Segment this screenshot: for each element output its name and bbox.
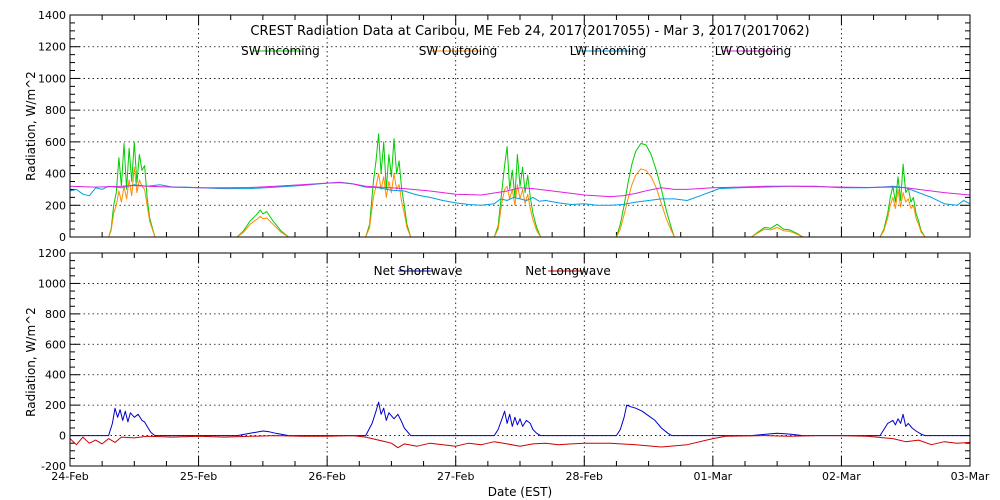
bottom-panel: -200 0 200 400 600 800 1000 1200 24-Feb 25-Feb 26-…	[38, 247, 990, 483]
x-tick-label: 27-Feb	[437, 470, 474, 483]
legend-label: LW Incoming	[570, 44, 647, 58]
y-tick-label: 1400	[38, 9, 66, 22]
legend-label: Net Longwave	[525, 264, 611, 278]
series-line-sw-outgoing	[70, 166, 970, 238]
legend-label: LW Outgoing	[715, 44, 792, 58]
x-tick-label: 01-Mar	[693, 470, 732, 483]
y-tick-label: 400	[45, 168, 66, 181]
x-tick-label: 28-Feb	[566, 470, 603, 483]
legend-label: Net Shortwave	[374, 264, 463, 278]
top-y-axis-label: Radiation, W/m^2	[24, 71, 38, 181]
x-tick-label: 02-Mar	[822, 470, 861, 483]
series-line-net-longwave	[69, 435, 971, 449]
x-axis-label: Date (EST)	[488, 485, 552, 499]
y-tick-label: 200	[45, 399, 66, 412]
x-tick-label: 24-Feb	[51, 470, 88, 483]
y-tick-label: 600	[45, 136, 66, 149]
series-line-sw-incoming	[70, 133, 970, 238]
x-tick-label: 25-Feb	[180, 470, 217, 483]
y-tick-label: 600	[45, 338, 66, 351]
y-tick-label: 400	[45, 369, 66, 382]
legend-label: SW Outgoing	[419, 44, 498, 58]
x-tick-label: 26-Feb	[308, 470, 345, 483]
chart-title: CREST Radiation Data at Caribou, ME Feb …	[250, 24, 809, 39]
x-tick-label: 03-Mar	[951, 470, 990, 483]
y-tick-label: 800	[45, 104, 66, 117]
y-tick-label: 0	[59, 430, 66, 443]
y-tick-label: 1200	[38, 41, 66, 54]
series-line-lw-outgoing	[69, 182, 971, 198]
y-tick-label: -200	[41, 460, 66, 473]
top-panel: 0 200 400 600 800 1000 1200 1400 SW Incoming SW O…	[38, 9, 971, 244]
y-tick-label: 0	[59, 231, 66, 244]
plot-frame	[69, 252, 971, 467]
series-line-net-shortwave	[70, 401, 970, 437]
y-tick-label: 800	[45, 308, 66, 321]
y-tick-label: 1200	[38, 247, 66, 260]
plot-frame	[69, 14, 971, 238]
legend-label: SW Incoming	[241, 44, 320, 58]
y-tick-label: 1000	[38, 277, 66, 290]
y-tick-label: 1000	[38, 72, 66, 85]
y-tick-label: 200	[45, 199, 66, 212]
bottom-y-axis-label: Radiation, W/m^2	[24, 307, 38, 417]
